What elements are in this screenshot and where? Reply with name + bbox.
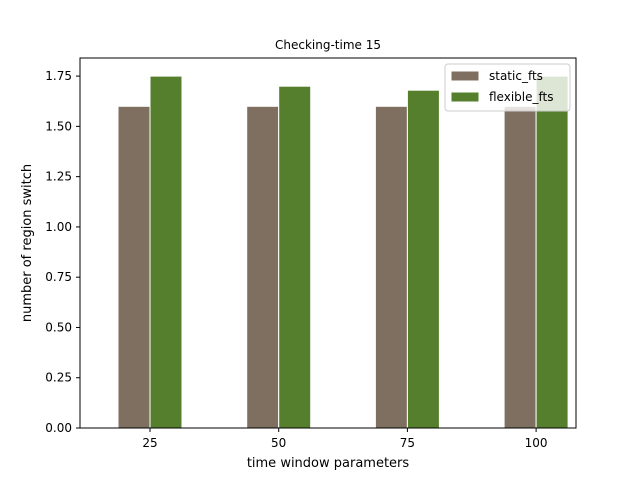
- y-tick-label: 0.00: [45, 421, 72, 435]
- bar-flexible_fts-100: [535, 75, 569, 429]
- y-tick-label: 1.50: [45, 119, 72, 133]
- bar-flexible_fts-25: [149, 75, 183, 429]
- bars-group: [117, 75, 569, 429]
- plot-frame: [79, 57, 577, 429]
- y-tick-label: 1.00: [45, 220, 72, 234]
- legend-swatch-flexible_fts: [450, 91, 480, 103]
- y-tick-label: 0.50: [45, 320, 72, 334]
- y-axis: 0.00 0.25 0.50 0.75 1.00 1.25 1.50 1.75: [45, 69, 80, 435]
- chart-title: Checking-time 15: [275, 38, 381, 52]
- bar-static_fts-100: [503, 105, 537, 429]
- bar-flexible_fts-50: [278, 85, 312, 429]
- x-tick-label: 25: [142, 436, 157, 450]
- legend: static_fts flexible_fts: [444, 63, 571, 112]
- x-axis: 25 50 75 100: [142, 428, 548, 450]
- x-tick-label: 100: [525, 436, 548, 450]
- x-tick-label: 75: [400, 436, 415, 450]
- x-axis-label: time window parameters: [247, 456, 410, 471]
- y-tick-label: 0.75: [45, 270, 72, 284]
- y-tick-label: 1.75: [45, 69, 72, 83]
- bar-flexible_fts-75: [406, 89, 440, 429]
- y-tick-label: 0.25: [45, 371, 72, 385]
- legend-label-flexible_fts: flexible_fts: [489, 90, 553, 104]
- legend-swatch-static_fts: [450, 70, 480, 82]
- x-tick-label: 50: [271, 436, 286, 450]
- bar-static_fts-25: [117, 105, 151, 429]
- y-axis-label: number of region switch: [20, 164, 35, 322]
- bar-static_fts-75: [374, 105, 408, 429]
- y-tick-label: 1.25: [45, 170, 72, 184]
- bar-static_fts-50: [246, 105, 280, 429]
- legend-label-static_fts: static_fts: [489, 69, 543, 83]
